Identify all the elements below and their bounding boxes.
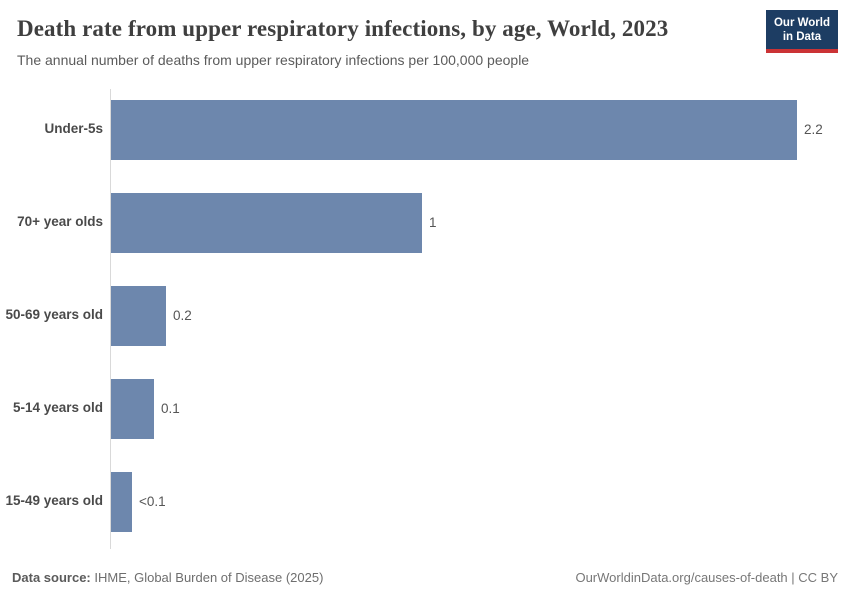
bar-row: 50-69 years old 0.2 (0, 285, 850, 346)
owid-logo[interactable]: Our World in Data (765, 10, 838, 53)
data-source-value: IHME, Global Burden of Disease (2025) (90, 570, 324, 585)
category-label: 50-69 years old (5, 307, 103, 323)
bar-chart: Under-5s 2.2 70+ year olds 1 50-69 years old… (0, 88, 850, 549)
category-label: 70+ year olds (17, 214, 103, 230)
credit-line: OurWorldinData.org/causes-of-death | CC … (575, 570, 838, 585)
category-label: 15-49 years old (5, 493, 103, 509)
bar[interactable] (110, 285, 166, 346)
bar[interactable] (110, 192, 422, 253)
value-label: 1 (429, 215, 437, 231)
chart-header: Death rate from upper respiratory infect… (0, 0, 850, 70)
data-source: Data source: IHME, Global Burden of Dise… (12, 570, 323, 585)
owid-logo-line2: in Data (782, 31, 822, 44)
bar[interactable] (110, 471, 132, 532)
value-label: 0.2 (173, 308, 192, 324)
bar-row: 70+ year olds 1 (0, 192, 850, 253)
chart-footer: Data source: IHME, Global Burden of Dise… (12, 570, 838, 585)
category-label: 5-14 years old (12, 400, 103, 416)
bar-row: 5-14 years old 0.1 (0, 378, 850, 439)
value-label: 2.2 (804, 122, 823, 138)
page-title: Death rate from upper respiratory infect… (17, 16, 669, 41)
bar-row: 15-49 years old <0.1 (0, 471, 850, 532)
bar[interactable] (110, 99, 797, 160)
bar[interactable] (110, 378, 154, 439)
bar-row: Under-5s 2.2 (0, 99, 850, 160)
bar-rows: Under-5s 2.2 70+ year olds 1 50-69 years old… (0, 99, 850, 532)
category-label: Under-5s (44, 121, 103, 137)
page-subtitle: The annual number of deaths from upper r… (17, 51, 530, 68)
y-axis-line (110, 88, 111, 549)
owid-logo-line1: Our World (773, 17, 830, 29)
value-label: <0.1 (139, 494, 166, 510)
value-label: 0.1 (161, 401, 180, 417)
data-source-label: Data source: (12, 570, 91, 585)
